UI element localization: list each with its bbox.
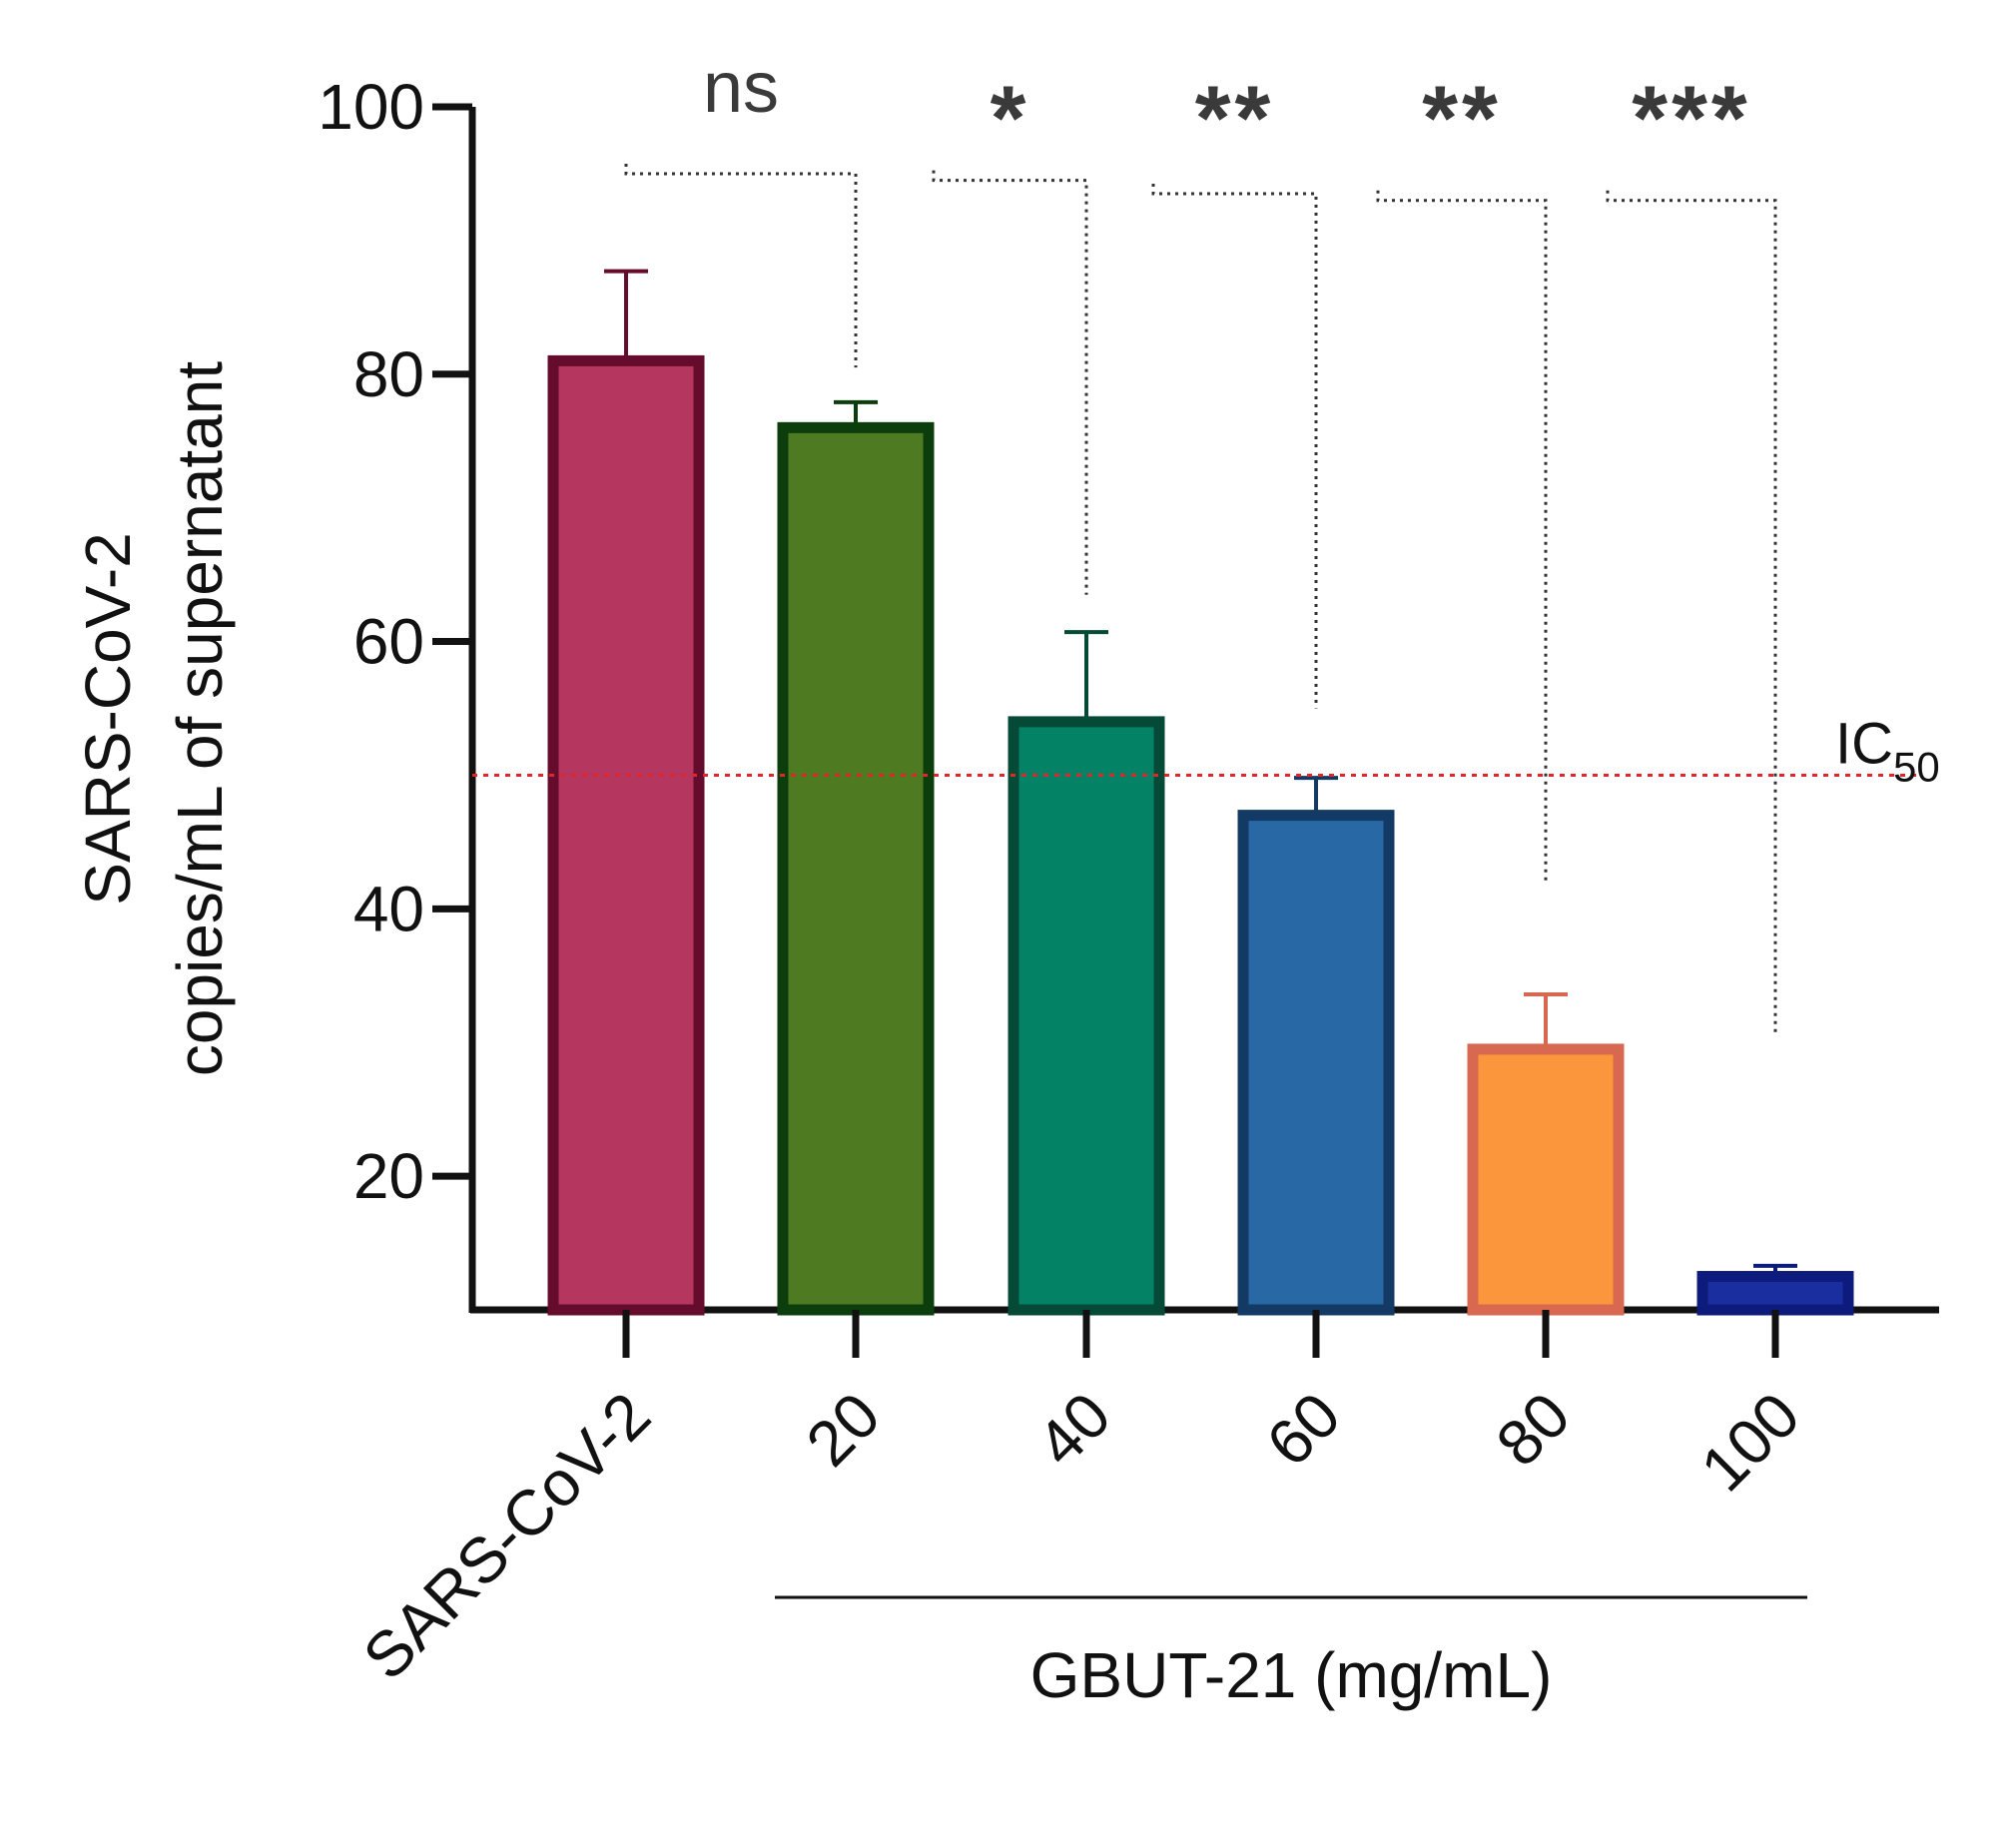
bar [547,354,705,1316]
x-tick-label: 80 [1483,1379,1584,1480]
y-axis-title-line2: copies/mL of supernatant [164,361,236,1077]
ic50-label-subscript: 50 [1893,743,1940,790]
significance-bracket [1606,190,1777,1036]
y-axis-title-line1: SARS-CoV-2 [72,532,144,905]
error-bars [604,269,1797,1277]
x-ticks: SARS-CoV-2 20 40 60 80 100 [349,1310,1813,1693]
bar [1696,1271,1854,1316]
significance-bracket [1151,184,1318,709]
x-tick-label: 40 [1023,1379,1124,1480]
bars [547,354,1854,1316]
x-tick-label: 100 [1686,1379,1812,1505]
ic50-label: IC50 [1835,711,1940,790]
x-group-label: GBUT-21 (mg/mL) [1030,1639,1553,1711]
y-tick-label: 20 [353,1140,424,1212]
bar [1467,1043,1625,1316]
significance-bracket [624,163,858,368]
significance-label: ** [1422,68,1502,170]
significance-label: * [991,68,1030,170]
bar [1237,810,1395,1316]
x-tick-label: 20 [793,1379,894,1480]
significance-label: ns [703,48,779,128]
significance-label: *** [1632,68,1750,170]
y-tick-label: 80 [353,338,424,410]
ic50-label-main: IC [1835,711,1893,776]
significance-brackets: ns * ** ** *** [624,48,1777,1036]
y-tick-label: 40 [353,873,424,944]
bar [777,421,935,1316]
y-ticks: 20 40 60 80 100 [318,71,472,1212]
x-tick-label: SARS-CoV-2 [349,1379,664,1693]
y-tick-label: 60 [353,606,424,678]
significance-bracket [1376,190,1548,883]
bar [1008,716,1165,1316]
significance-bracket [932,170,1088,595]
x-tick-label: 60 [1253,1379,1354,1480]
significance-label: ** [1195,68,1275,170]
y-tick-label: 100 [318,71,424,143]
